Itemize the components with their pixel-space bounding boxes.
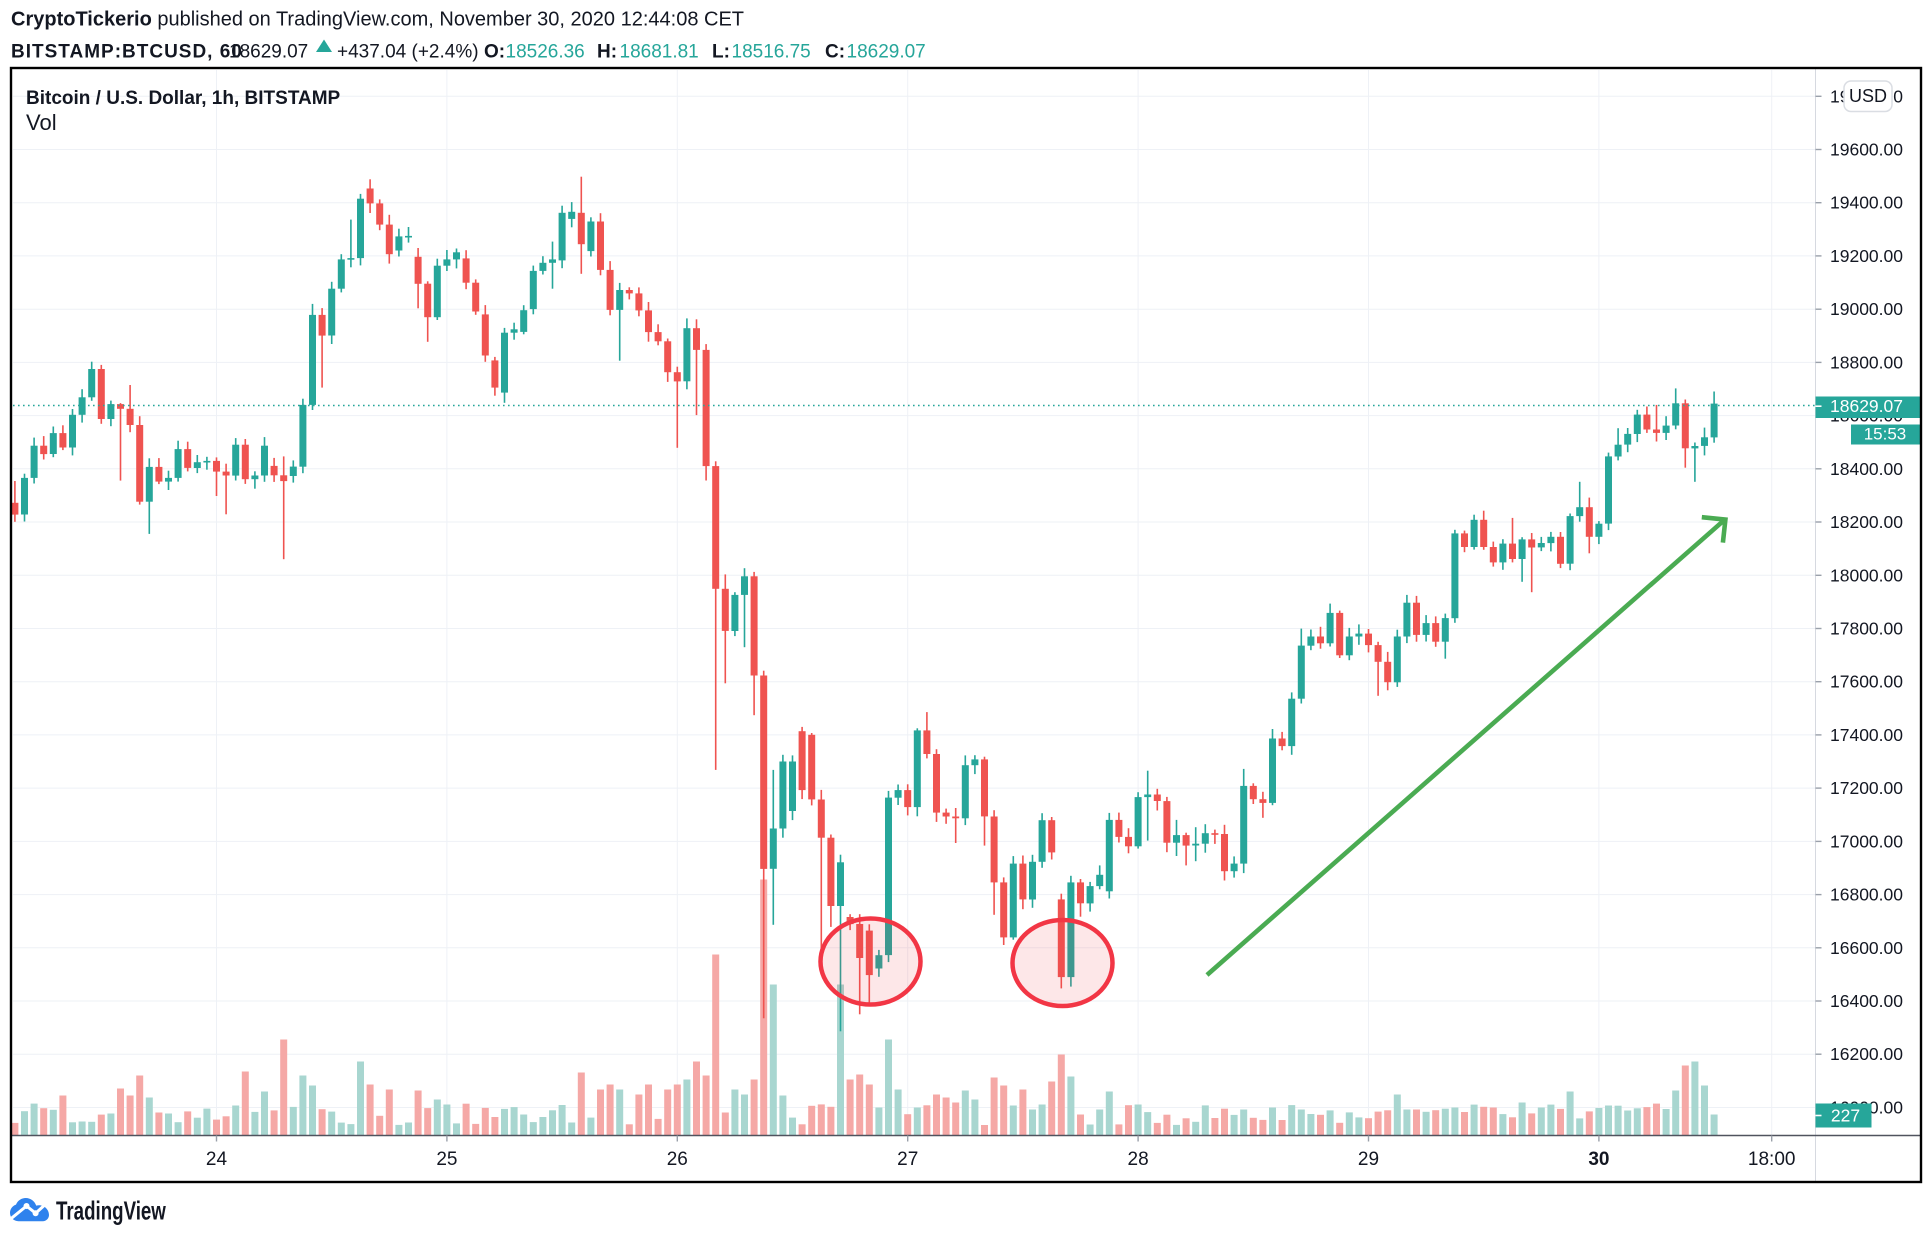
svg-text:19600.00: 19600.00: [1830, 140, 1903, 160]
svg-text:17800.00: 17800.00: [1830, 619, 1903, 639]
svg-text:16800.00: 16800.00: [1830, 885, 1903, 905]
svg-text:16600.00: 16600.00: [1830, 938, 1903, 958]
svg-text:17600.00: 17600.00: [1830, 672, 1903, 692]
svg-text:O:: O:: [484, 42, 505, 63]
svg-text:19000.00: 19000.00: [1830, 299, 1903, 319]
svg-text:16200.00: 16200.00: [1830, 1044, 1903, 1064]
svg-text:17000.00: 17000.00: [1830, 831, 1903, 851]
svg-text:227: 227: [1831, 1106, 1860, 1126]
svg-text:18526.36: 18526.36: [506, 42, 585, 63]
svg-text:18200.00: 18200.00: [1830, 512, 1903, 532]
svg-text:18629.07: 18629.07: [847, 42, 926, 63]
svg-text:BITSTAMP:BTCUSD, 60: BITSTAMP:BTCUSD, 60: [11, 42, 243, 63]
svg-text:17200.00: 17200.00: [1830, 778, 1903, 798]
svg-text:18629.07: 18629.07: [229, 42, 308, 63]
svg-text:H:: H:: [597, 42, 617, 63]
svg-text:CryptoTickerio published on Tr: CryptoTickerio published on TradingView.…: [11, 9, 744, 31]
svg-text:16400.00: 16400.00: [1830, 991, 1903, 1011]
svg-text:29: 29: [1358, 1149, 1379, 1170]
svg-text:TradingView: TradingView: [56, 1195, 166, 1225]
svg-text:USD: USD: [1849, 86, 1887, 106]
svg-text:18400.00: 18400.00: [1830, 459, 1903, 479]
svg-text:Vol: Vol: [26, 110, 57, 135]
svg-text:18629.07: 18629.07: [1830, 396, 1903, 416]
svg-text:18800.00: 18800.00: [1830, 352, 1903, 372]
svg-text:Bitcoin / U.S. Dollar, 1h, BIT: Bitcoin / U.S. Dollar, 1h, BITSTAMP: [26, 88, 341, 109]
svg-text:19200.00: 19200.00: [1830, 246, 1903, 266]
svg-text:30: 30: [1588, 1149, 1609, 1170]
svg-text:C:: C:: [825, 42, 845, 63]
svg-text:18:00: 18:00: [1748, 1149, 1796, 1170]
svg-text:18516.75: 18516.75: [732, 42, 811, 63]
svg-text:25: 25: [436, 1149, 457, 1170]
svg-text:L:: L:: [712, 42, 730, 63]
svg-text:27: 27: [897, 1149, 918, 1170]
svg-text:24: 24: [206, 1149, 228, 1170]
svg-text:28: 28: [1128, 1149, 1149, 1170]
svg-text:+437.04 (+2.4%): +437.04 (+2.4%): [337, 42, 479, 63]
svg-text:17400.00: 17400.00: [1830, 725, 1903, 745]
svg-text:15:53: 15:53: [1864, 425, 1907, 444]
svg-text:26: 26: [667, 1149, 688, 1170]
svg-text:19400.00: 19400.00: [1830, 193, 1903, 213]
svg-text:18681.81: 18681.81: [620, 42, 699, 63]
svg-text:18000.00: 18000.00: [1830, 565, 1903, 585]
